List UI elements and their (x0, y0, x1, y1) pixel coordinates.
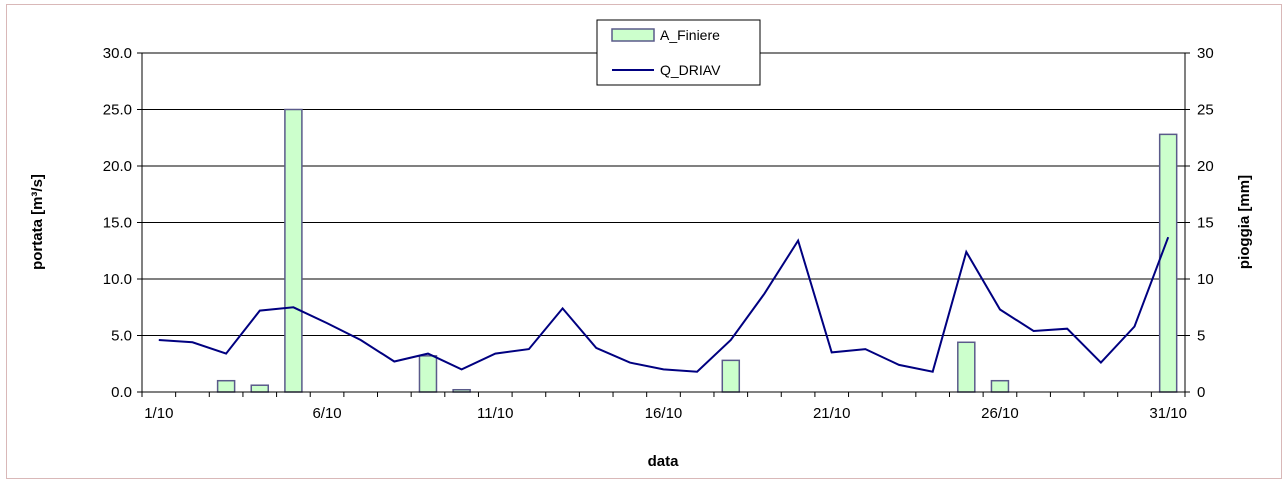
bar-series (216, 108, 1178, 393)
bar (957, 341, 976, 393)
line-path (158, 236, 1170, 373)
y-tick-label-right: 20 (1197, 158, 1214, 175)
bar (418, 355, 438, 393)
x-tick-label: 26/10 (981, 405, 1019, 422)
x-tick-label: 21/10 (813, 405, 851, 422)
legend-swatch-bar (611, 28, 655, 42)
y-tick-label-left: 10.0 (103, 271, 132, 288)
y-tick-label-right: 30 (1197, 45, 1214, 62)
y-tick-label-right: 10 (1197, 271, 1214, 288)
x-tick-label: 16/10 (645, 405, 683, 422)
line-series (158, 236, 1170, 373)
y-axis-right-title: pioggia [mm] (1236, 175, 1253, 269)
legend-label-bar: A_Finiere (660, 27, 720, 43)
x-tick-label: 6/10 (312, 405, 341, 422)
y-tick-label-right: 0 (1197, 384, 1205, 401)
y-tick-label-left: 20.0 (103, 158, 132, 175)
axes (137, 52, 1190, 397)
legend: A_Finiere Q_DRIAV (596, 19, 761, 86)
x-tick-label: 1/10 (144, 405, 173, 422)
bar (250, 384, 270, 393)
bar (284, 108, 303, 393)
y-tick-label-left: 25.0 (103, 102, 132, 119)
y-tick-label-left: 30.0 (103, 45, 132, 62)
y-tick-label-left: 15.0 (103, 215, 132, 232)
y-tick-label-left: 0.0 (111, 384, 132, 401)
legend-label-line: Q_DRIAV (660, 62, 721, 78)
tick-labels: 0.0 5.0 10.0 15.0 20.0 25.0 30.0 0 5 10 15 20 25 30 1/… (103, 45, 1214, 422)
y-tick-label-right: 5 (1197, 328, 1205, 345)
bar (990, 379, 1010, 393)
x-tick-label: 31/10 (1149, 405, 1187, 422)
bar (1158, 133, 1178, 393)
x-tick-label: 11/10 (477, 405, 513, 422)
bar (216, 379, 236, 393)
y-tick-label-right: 15 (1197, 215, 1214, 232)
x-axis-title: data (648, 453, 680, 470)
bar (721, 359, 741, 393)
y-axis-left-title: portata [m³/s] (29, 174, 46, 270)
y-tick-label-right: 25 (1197, 102, 1214, 119)
y-tick-label-left: 5.0 (111, 328, 132, 345)
